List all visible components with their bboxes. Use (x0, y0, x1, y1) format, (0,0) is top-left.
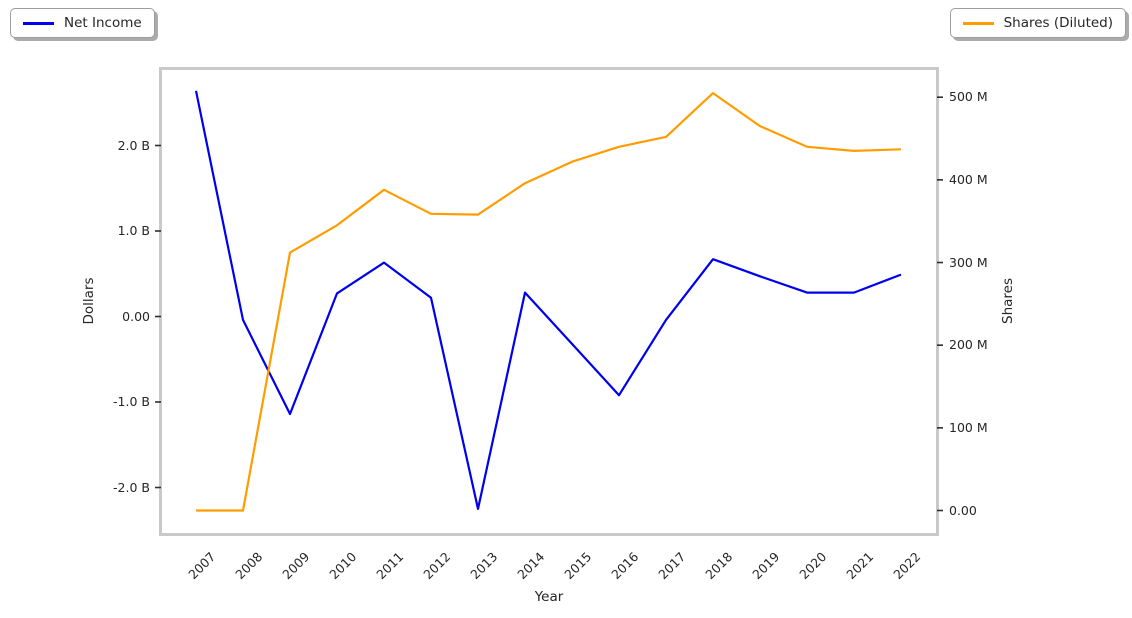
y-axis-left-title: Dollars (81, 277, 97, 325)
y-axis-right-title: Shares (1000, 278, 1016, 324)
legend-net-income-label: Net Income (64, 15, 142, 31)
y-axis-left-tick-label: 1.0 B (117, 223, 150, 238)
y-axis-right-tick-label: 200 M (949, 337, 988, 353)
x-axis-title: Year (534, 589, 564, 605)
y-axis-left-tick-label: 0.00 (122, 308, 150, 324)
y-axis-right-tick-label: 400 M (949, 171, 988, 187)
y-axis-right-tick-label: 500 M (949, 89, 988, 105)
net-income-line-swatch (23, 21, 54, 25)
y-axis-right-tick-label: 0.00 (949, 502, 977, 518)
y-axis-left-tick-label: 2.0 B (117, 137, 150, 153)
y-axis-right-tick-label: 100 M (949, 419, 988, 435)
plot-area (159, 67, 939, 536)
legend-shares-diluted-label: Shares (Diluted) (1003, 15, 1113, 31)
y-axis-left-tick-label: -1.0 B (113, 394, 150, 409)
net-income-line (194, 90, 902, 510)
shares-diluted-line (196, 91, 902, 512)
legend-net-income: Net Income (10, 8, 155, 38)
shares-diluted-line-swatch (962, 21, 994, 25)
y-axis-right-tick-label: 300 M (949, 254, 988, 270)
legend-shares-diluted: Shares (Diluted) (949, 8, 1126, 38)
y-axis-left-tick-label: -2.0 B (113, 479, 150, 495)
